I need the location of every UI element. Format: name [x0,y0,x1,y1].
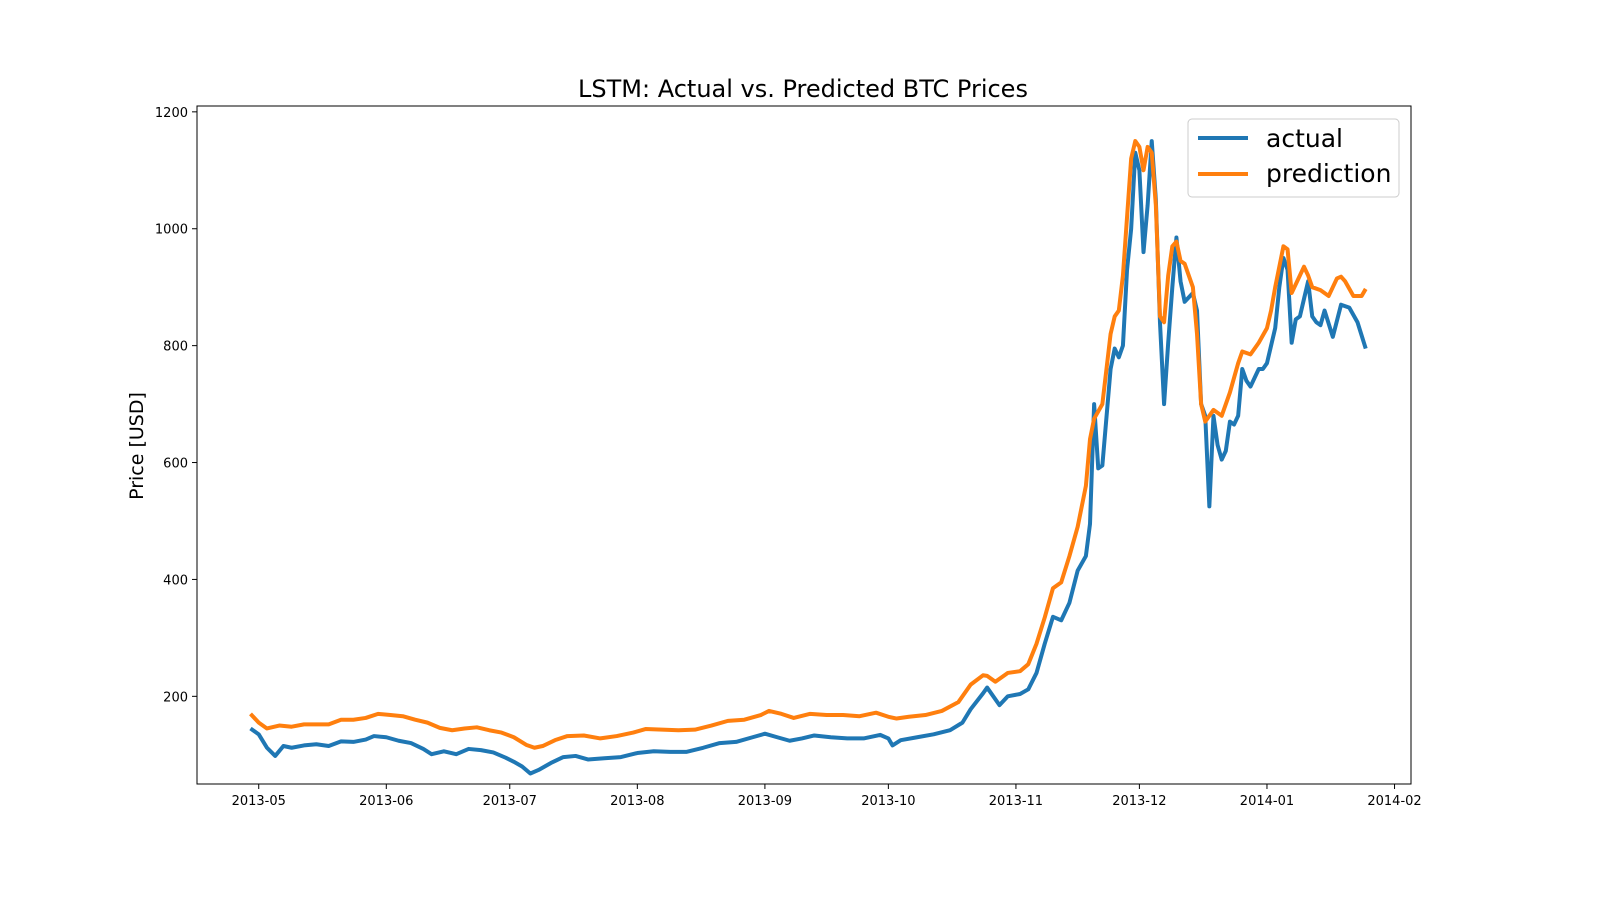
y-tick-label: 800 [163,340,188,355]
x-tick-label: 2013-11 [989,794,1043,809]
y-tick-label: 400 [163,573,188,588]
legend: actual prediction [1187,118,1400,198]
x-tick-label: 2014-02 [1367,794,1421,809]
y-axis-label: Price [USD] [126,392,148,500]
x-tick-label: 2013-12 [1112,794,1166,809]
x-axis-ticks: 2013-05 2013-06 2013-07 2013-08 2013-09 2013-… [232,784,1422,809]
x-tick-label: 2013-05 [232,794,286,809]
plot-frame [196,105,1412,785]
chart-title: LSTM: Actual vs. Predicted BTC Prices [578,75,1028,103]
series-line-actual [249,139,1368,776]
x-tick-label: 2013-09 [738,794,792,809]
series-layer [249,139,1368,776]
x-tick-label: 2013-08 [610,794,664,809]
series-line-prediction [249,139,1368,750]
x-tick-label: 2014-01 [1240,794,1294,809]
y-tick-label: 1200 [155,106,188,121]
y-tick-label: 1000 [155,223,188,238]
y-tick-label: 200 [163,690,188,705]
legend-label-prediction: prediction [1266,159,1391,188]
legend-label-actual: actual [1266,124,1343,153]
y-tick-label: 600 [163,457,188,472]
x-tick-label: 2013-10 [861,794,915,809]
x-tick-label: 2013-06 [359,794,413,809]
x-tick-label: 2013-07 [483,794,537,809]
y-axis-ticks: 200 400 600 800 1000 1200 [155,106,197,705]
